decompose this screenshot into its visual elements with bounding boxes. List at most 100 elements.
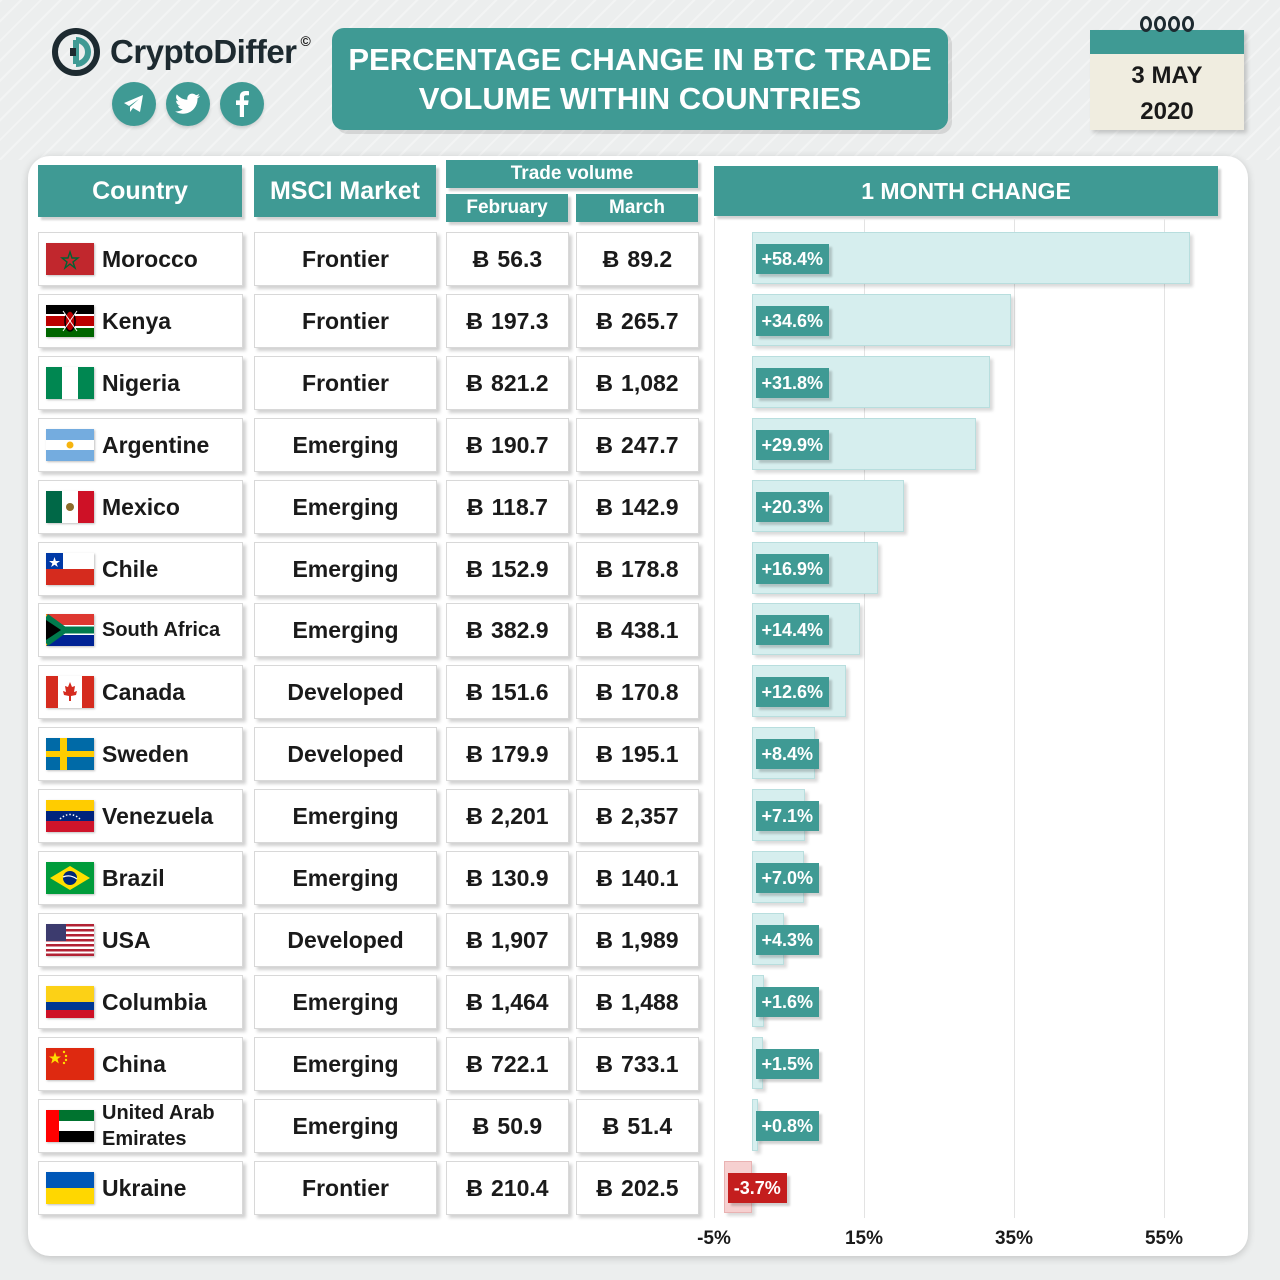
february-value: 152.9 (491, 555, 549, 582)
data-label: +12.6% (755, 677, 830, 707)
table-row-market: Emerging (254, 1099, 437, 1153)
march-value: 140.1 (621, 864, 679, 891)
table-row-february: Ƀ 722.1 (446, 1037, 569, 1091)
march-value: 195.1 (621, 740, 679, 767)
bitcoin-icon: Ƀ (466, 431, 484, 458)
gridline (1164, 218, 1165, 1218)
february-value: 151.6 (491, 678, 549, 705)
copyright-mark: © (300, 33, 311, 49)
february-value: 1,464 (491, 988, 549, 1015)
data-label: +29.9% (755, 430, 830, 460)
table-row-country: Venezuela (38, 789, 243, 843)
table-row-country: Ukraine (38, 1161, 243, 1215)
table-row-february: Ƀ 130.9 (446, 851, 569, 905)
table-row-country: Kenya (38, 294, 243, 348)
march-value: 142.9 (621, 493, 679, 520)
telegram-icon[interactable] (112, 82, 156, 126)
table-row-march: Ƀ 89.2 (576, 232, 699, 286)
country-name: Sweden (102, 740, 189, 767)
country-name: Nigeria (102, 369, 180, 396)
title-line1: PERCENTAGE CHANGE IN BTC TRADE (348, 42, 932, 77)
kenya-flag-icon (46, 305, 94, 337)
chile-flag-icon (46, 553, 94, 585)
table-row-country: Argentine (38, 418, 243, 472)
table-row-february: Ƀ 382.9 (446, 603, 569, 657)
table-row-country: Nigeria (38, 356, 243, 410)
uae-flag-icon (46, 1110, 94, 1142)
date-year: 2020 (1140, 98, 1194, 125)
country-name: Morocco (102, 245, 198, 272)
header-february: February (446, 194, 568, 222)
table-row-february: Ƀ 56.3 (446, 232, 569, 286)
table-row-march: Ƀ 140.1 (576, 851, 699, 905)
table-row-market: Emerging (254, 480, 437, 534)
bitcoin-icon: Ƀ (596, 802, 614, 829)
country-name: Chile (102, 555, 159, 582)
twitter-icon[interactable] (166, 82, 210, 126)
argentina-flag-icon (46, 429, 94, 461)
x-tick-label: 35% (994, 1228, 1034, 1249)
march-value: 1,989 (621, 926, 679, 953)
country-name: Venezuela (102, 802, 214, 829)
table-row-market: Developed (254, 665, 437, 719)
country-name: Ukraine (102, 1174, 187, 1201)
table-row-market: Emerging (254, 418, 437, 472)
table-row-country: South Africa (38, 603, 243, 657)
table-row-market: Frontier (254, 294, 437, 348)
table-row-february: Ƀ 50.9 (446, 1099, 569, 1153)
data-label: +31.8% (755, 368, 830, 398)
cryptodiffer-logo-icon (52, 28, 100, 76)
table-row-march: Ƀ 1,488 (576, 975, 699, 1029)
table-row-march: Ƀ 178.8 (576, 542, 699, 596)
facebook-icon[interactable] (220, 82, 264, 126)
x-tick-label: 55% (1144, 1228, 1184, 1249)
gridline (714, 218, 715, 1218)
bitcoin-icon: Ƀ (596, 307, 614, 334)
march-value: 733.1 (621, 1050, 679, 1077)
table-row-market: Frontier (254, 356, 437, 410)
bitcoin-icon: Ƀ (596, 740, 614, 767)
table-row-country: Brazil (38, 851, 243, 905)
table-row-february: Ƀ 197.3 (446, 294, 569, 348)
gridline (864, 218, 865, 1218)
data-label: +4.3% (755, 925, 820, 955)
table-row-february: Ƀ 152.9 (446, 542, 569, 596)
bitcoin-icon: Ƀ (596, 493, 614, 520)
table-row-march: Ƀ 202.5 (576, 1161, 699, 1215)
nigeria-flag-icon (46, 367, 94, 399)
march-value: 51.4 (627, 1112, 673, 1139)
country-name: Argentine (102, 431, 210, 458)
brand-name-part1: Crypto (110, 33, 214, 70)
brand-name-part2: Differ (213, 33, 297, 70)
bitcoin-icon: Ƀ (466, 864, 484, 891)
bitcoin-icon: Ƀ (596, 864, 614, 891)
country-name: South Africa (102, 618, 221, 641)
bitcoin-icon: Ƀ (466, 802, 484, 829)
table-row-march: Ƀ 1,082 (576, 356, 699, 410)
table-row-market: Frontier (254, 232, 437, 286)
ukraine-flag-icon (46, 1172, 94, 1204)
bitcoin-icon: Ƀ (467, 493, 484, 520)
data-label: +34.6% (755, 306, 830, 336)
header-trade-volume: Trade volume (446, 160, 698, 188)
february-value: 1,907 (491, 926, 549, 953)
data-label: +8.4% (755, 739, 820, 769)
social-links (112, 82, 264, 126)
morocco-flag-icon (46, 243, 94, 275)
date-day: 3 MAY (1131, 62, 1203, 89)
sweden-flag-icon (46, 738, 94, 770)
table-row-march: Ƀ 733.1 (576, 1037, 699, 1091)
bitcoin-icon: Ƀ (596, 1050, 614, 1077)
usa-flag-icon (46, 924, 94, 956)
table-row-market: Emerging (254, 789, 437, 843)
bitcoin-icon: Ƀ (472, 245, 490, 272)
data-label: +14.4% (755, 615, 830, 645)
table-row-february: Ƀ 2,201 (446, 789, 569, 843)
data-label: +1.5% (755, 1049, 820, 1079)
bitcoin-icon: Ƀ (596, 926, 614, 953)
march-value: 438.1 (621, 616, 679, 643)
bitcoin-icon: Ƀ (596, 616, 614, 643)
march-value: 1,488 (621, 988, 679, 1015)
february-value: 382.9 (491, 616, 549, 643)
table-row-market: Emerging (254, 542, 437, 596)
